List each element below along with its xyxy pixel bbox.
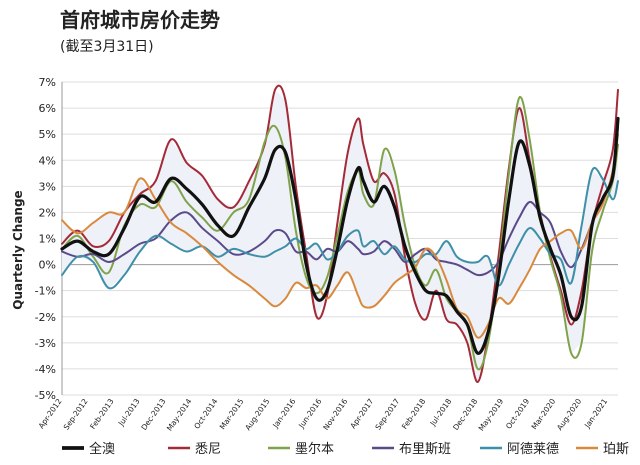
x-tick-label: May-2019 [477,397,506,433]
y-tick-label: -3% [35,337,56,350]
y-axis-ticks: 7% 6% 5% 4% 3% 2% 1% 0% -1% -2% -3% -4% -5% [35,76,56,402]
x-tick-label: Feb-2018 [400,397,428,431]
chart-title: 首府城市房价走势 [60,8,220,32]
series-line [61,166,619,290]
x-tick-label: Apr-2017 [348,397,375,430]
x-tick-label: Jan-2016 [270,397,297,430]
y-tick-label: 5% [39,128,56,141]
x-tick-label: Aug-2015 [243,397,271,432]
legend: 全澳 悉尼 墨尔本 布里斯班 阿德莱德 珀斯 [62,441,629,457]
x-tick-label: Sep-2017 [373,397,401,432]
x-tick-label: Jan-2021 [582,397,609,430]
series-line [60,116,620,355]
y-tick-label: -1% [35,285,56,298]
series-line [61,133,619,339]
y-tick-label: -4% [35,363,56,376]
x-tick-label: Jul-2013 [116,397,142,428]
x-tick-label: Mar-2020 [530,397,558,431]
legend-label: 珀斯 [603,442,629,457]
x-tick-label: Jun-2016 [296,397,323,431]
legend-label: 墨尔本 [295,442,334,457]
series-lines [60,84,620,383]
y-axis-label: Quarterly Change [11,190,25,309]
x-tick-label: Dec-2013 [139,397,167,432]
legend-label: 阿德莱德 [507,442,559,457]
x-tick-label: Aug-2020 [555,397,583,432]
x-tick-label: Oct-2014 [192,397,219,431]
x-tick-label: Nov-2016 [321,397,349,432]
y-tick-label: 3% [39,180,56,193]
x-tick-label: Jul-2018 [428,397,454,428]
y-tick-label: 4% [39,154,56,167]
y-tick-label: 7% [39,76,56,89]
legend-label: 悉尼 [195,442,221,457]
y-tick-label: 0% [39,259,56,272]
y-tick-label: 2% [39,206,56,219]
y-tick-label: -5% [35,389,56,402]
x-tick-label: Mar-2015 [218,397,246,431]
x-tick-label: Sep-2012 [62,397,90,432]
y-tick-label: 1% [39,233,56,246]
legend-label: 布里斯班 [399,442,451,457]
y-tick-label: -2% [35,311,56,324]
x-tick-label: Feb-2013 [88,397,116,431]
chart-subtitle: (截至3月31日) [60,39,154,55]
legend-label: 全澳 [89,441,115,457]
x-tick-label: Oct-2019 [504,397,531,431]
x-tick-label: Dec-2018 [451,397,479,432]
y-tick-label: 6% [39,102,56,115]
x-tick-label: May-2014 [165,397,194,433]
